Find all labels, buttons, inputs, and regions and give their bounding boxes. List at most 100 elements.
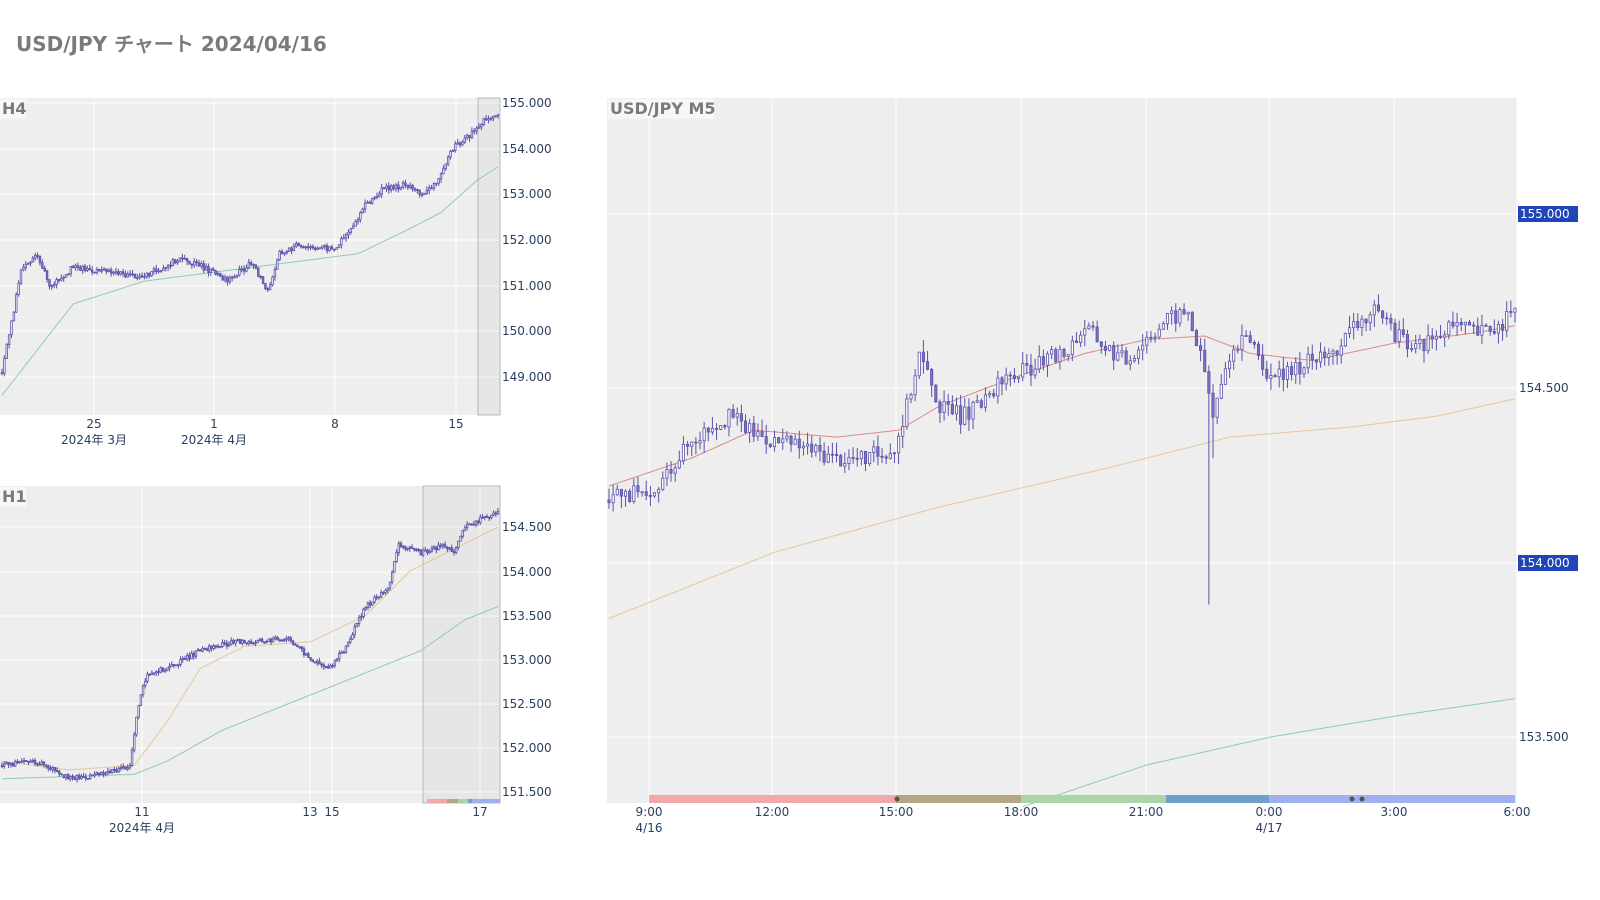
- m5-candle-body: [1256, 343, 1261, 356]
- h4-candle-body: [292, 245, 296, 252]
- m5-candle-body: [851, 457, 855, 459]
- h1-candle-body: [384, 589, 387, 594]
- m5-candle-body: [657, 488, 661, 494]
- m5-candle-body: [1414, 343, 1418, 349]
- m5-candle-body: [628, 490, 632, 502]
- m5-candle-body: [1405, 334, 1409, 350]
- h1-y-tick-label: 154.500: [502, 520, 552, 534]
- h4-candle-body: [209, 268, 213, 273]
- h4-candle-body: [41, 262, 44, 269]
- h4-candle-body: [399, 186, 402, 190]
- m5-candle-body: [1281, 368, 1285, 380]
- h1-candle-body: [227, 643, 231, 647]
- h4-candle-body: [185, 257, 189, 262]
- m5-x-tick-label: 9:00: [636, 805, 663, 819]
- m5-candle-body: [954, 405, 959, 415]
- h1-candle-body: [448, 547, 451, 550]
- m5-candle-body: [1199, 345, 1203, 351]
- h4-candle-body: [273, 268, 277, 278]
- m5-candle-body: [1418, 339, 1422, 344]
- m5-candle-body: [694, 441, 698, 444]
- h4-candle-body: [278, 250, 281, 261]
- h1-candle-body: [461, 530, 464, 537]
- h1-candle-body: [307, 653, 310, 658]
- h4-candle-body: [318, 247, 322, 250]
- m5-x-tick-label: 0:00: [1256, 805, 1283, 819]
- m5-candle-body: [710, 427, 714, 433]
- m5-candle-body: [1074, 340, 1079, 343]
- h1-candle-body: [100, 772, 103, 776]
- h4-candle-body: [449, 151, 452, 158]
- h4-candle-body: [76, 265, 80, 268]
- m5-candle-body: [1079, 334, 1083, 343]
- h4-candle-body: [290, 247, 293, 252]
- h1-candle-body: [80, 776, 83, 779]
- h1-candle-body: [36, 763, 39, 765]
- h1-candle-body: [395, 552, 398, 562]
- h4-x-tick-label: 15: [448, 417, 463, 431]
- h1-candle-body: [487, 516, 491, 519]
- h4-candle-body: [22, 267, 25, 271]
- h4-candle-body: [223, 276, 227, 281]
- h1-candle-body: [225, 642, 229, 647]
- m5-candle-body: [619, 488, 623, 497]
- h4-candle-body: [24, 263, 27, 268]
- m5-candle-body: [1476, 325, 1480, 336]
- m5-candle-body: [640, 491, 644, 494]
- h1-candle-body: [161, 667, 165, 672]
- h1-candle-body: [324, 666, 328, 668]
- h1-candle-body: [360, 616, 363, 618]
- h1-candle-body: [214, 645, 218, 648]
- h4-candle-body: [64, 274, 68, 278]
- h1-candle-body: [287, 637, 290, 640]
- h4-candle-body: [404, 182, 407, 186]
- h4-y-tick-label: 152.000: [502, 233, 552, 247]
- m5-candle-body: [1389, 318, 1393, 324]
- h1-candle-body: [141, 685, 145, 696]
- h1-candle-body: [492, 512, 495, 516]
- m5-session-bar-late: [1269, 795, 1515, 803]
- m5-candle-body: [1331, 350, 1335, 355]
- m5-candle-body: [975, 400, 979, 403]
- h4-candle-body: [496, 114, 500, 117]
- h1-candle-body: [265, 641, 268, 643]
- h1-candle-body: [208, 645, 211, 651]
- m5-candle-body: [1132, 358, 1136, 362]
- h1-candle-body: [278, 639, 281, 642]
- m5-candle-body: [1045, 353, 1050, 366]
- m5-candle-body: [1438, 335, 1443, 338]
- m5-candle-body: [1012, 375, 1016, 380]
- h1-candle-body: [267, 638, 270, 642]
- h1-candle-body: [452, 550, 456, 553]
- h4-candle-body: [228, 277, 232, 283]
- m5-candle-body: [876, 446, 880, 457]
- h1-candle-body: [247, 641, 251, 645]
- h1-candle-body: [71, 776, 74, 779]
- h1-candle-body: [377, 596, 381, 599]
- h4-candle-body: [373, 196, 376, 199]
- h4-candle-body: [416, 188, 419, 191]
- m5-x-tick-label: 12:00: [755, 805, 790, 819]
- h4-candle-body: [195, 261, 198, 264]
- m5-candle-body: [1393, 322, 1397, 342]
- h4-candle-body: [133, 273, 137, 279]
- h4-candle-body: [484, 118, 488, 121]
- h1-candle-body: [496, 510, 500, 515]
- h4-candle-body: [3, 358, 6, 374]
- m5-candle-body: [1021, 363, 1025, 378]
- h4-candle-body: [150, 271, 153, 277]
- h4-candle-body: [380, 187, 383, 195]
- m5-candle-body: [1091, 325, 1095, 328]
- m5-candle-body: [1480, 324, 1484, 336]
- h4-candle-body: [43, 267, 46, 272]
- m5-candle-body: [1178, 309, 1182, 324]
- h4-candle-body: [238, 269, 241, 276]
- m5-candle-body: [1244, 335, 1248, 337]
- h4-candle-body: [261, 276, 265, 284]
- h1-candle-body: [42, 761, 46, 766]
- h1-candle-body: [234, 639, 237, 644]
- h1-candle-body: [137, 704, 140, 718]
- h4-candle-body: [314, 247, 317, 250]
- m5-candle-body: [1335, 350, 1339, 356]
- h1-x-tick-label: 15: [324, 805, 339, 819]
